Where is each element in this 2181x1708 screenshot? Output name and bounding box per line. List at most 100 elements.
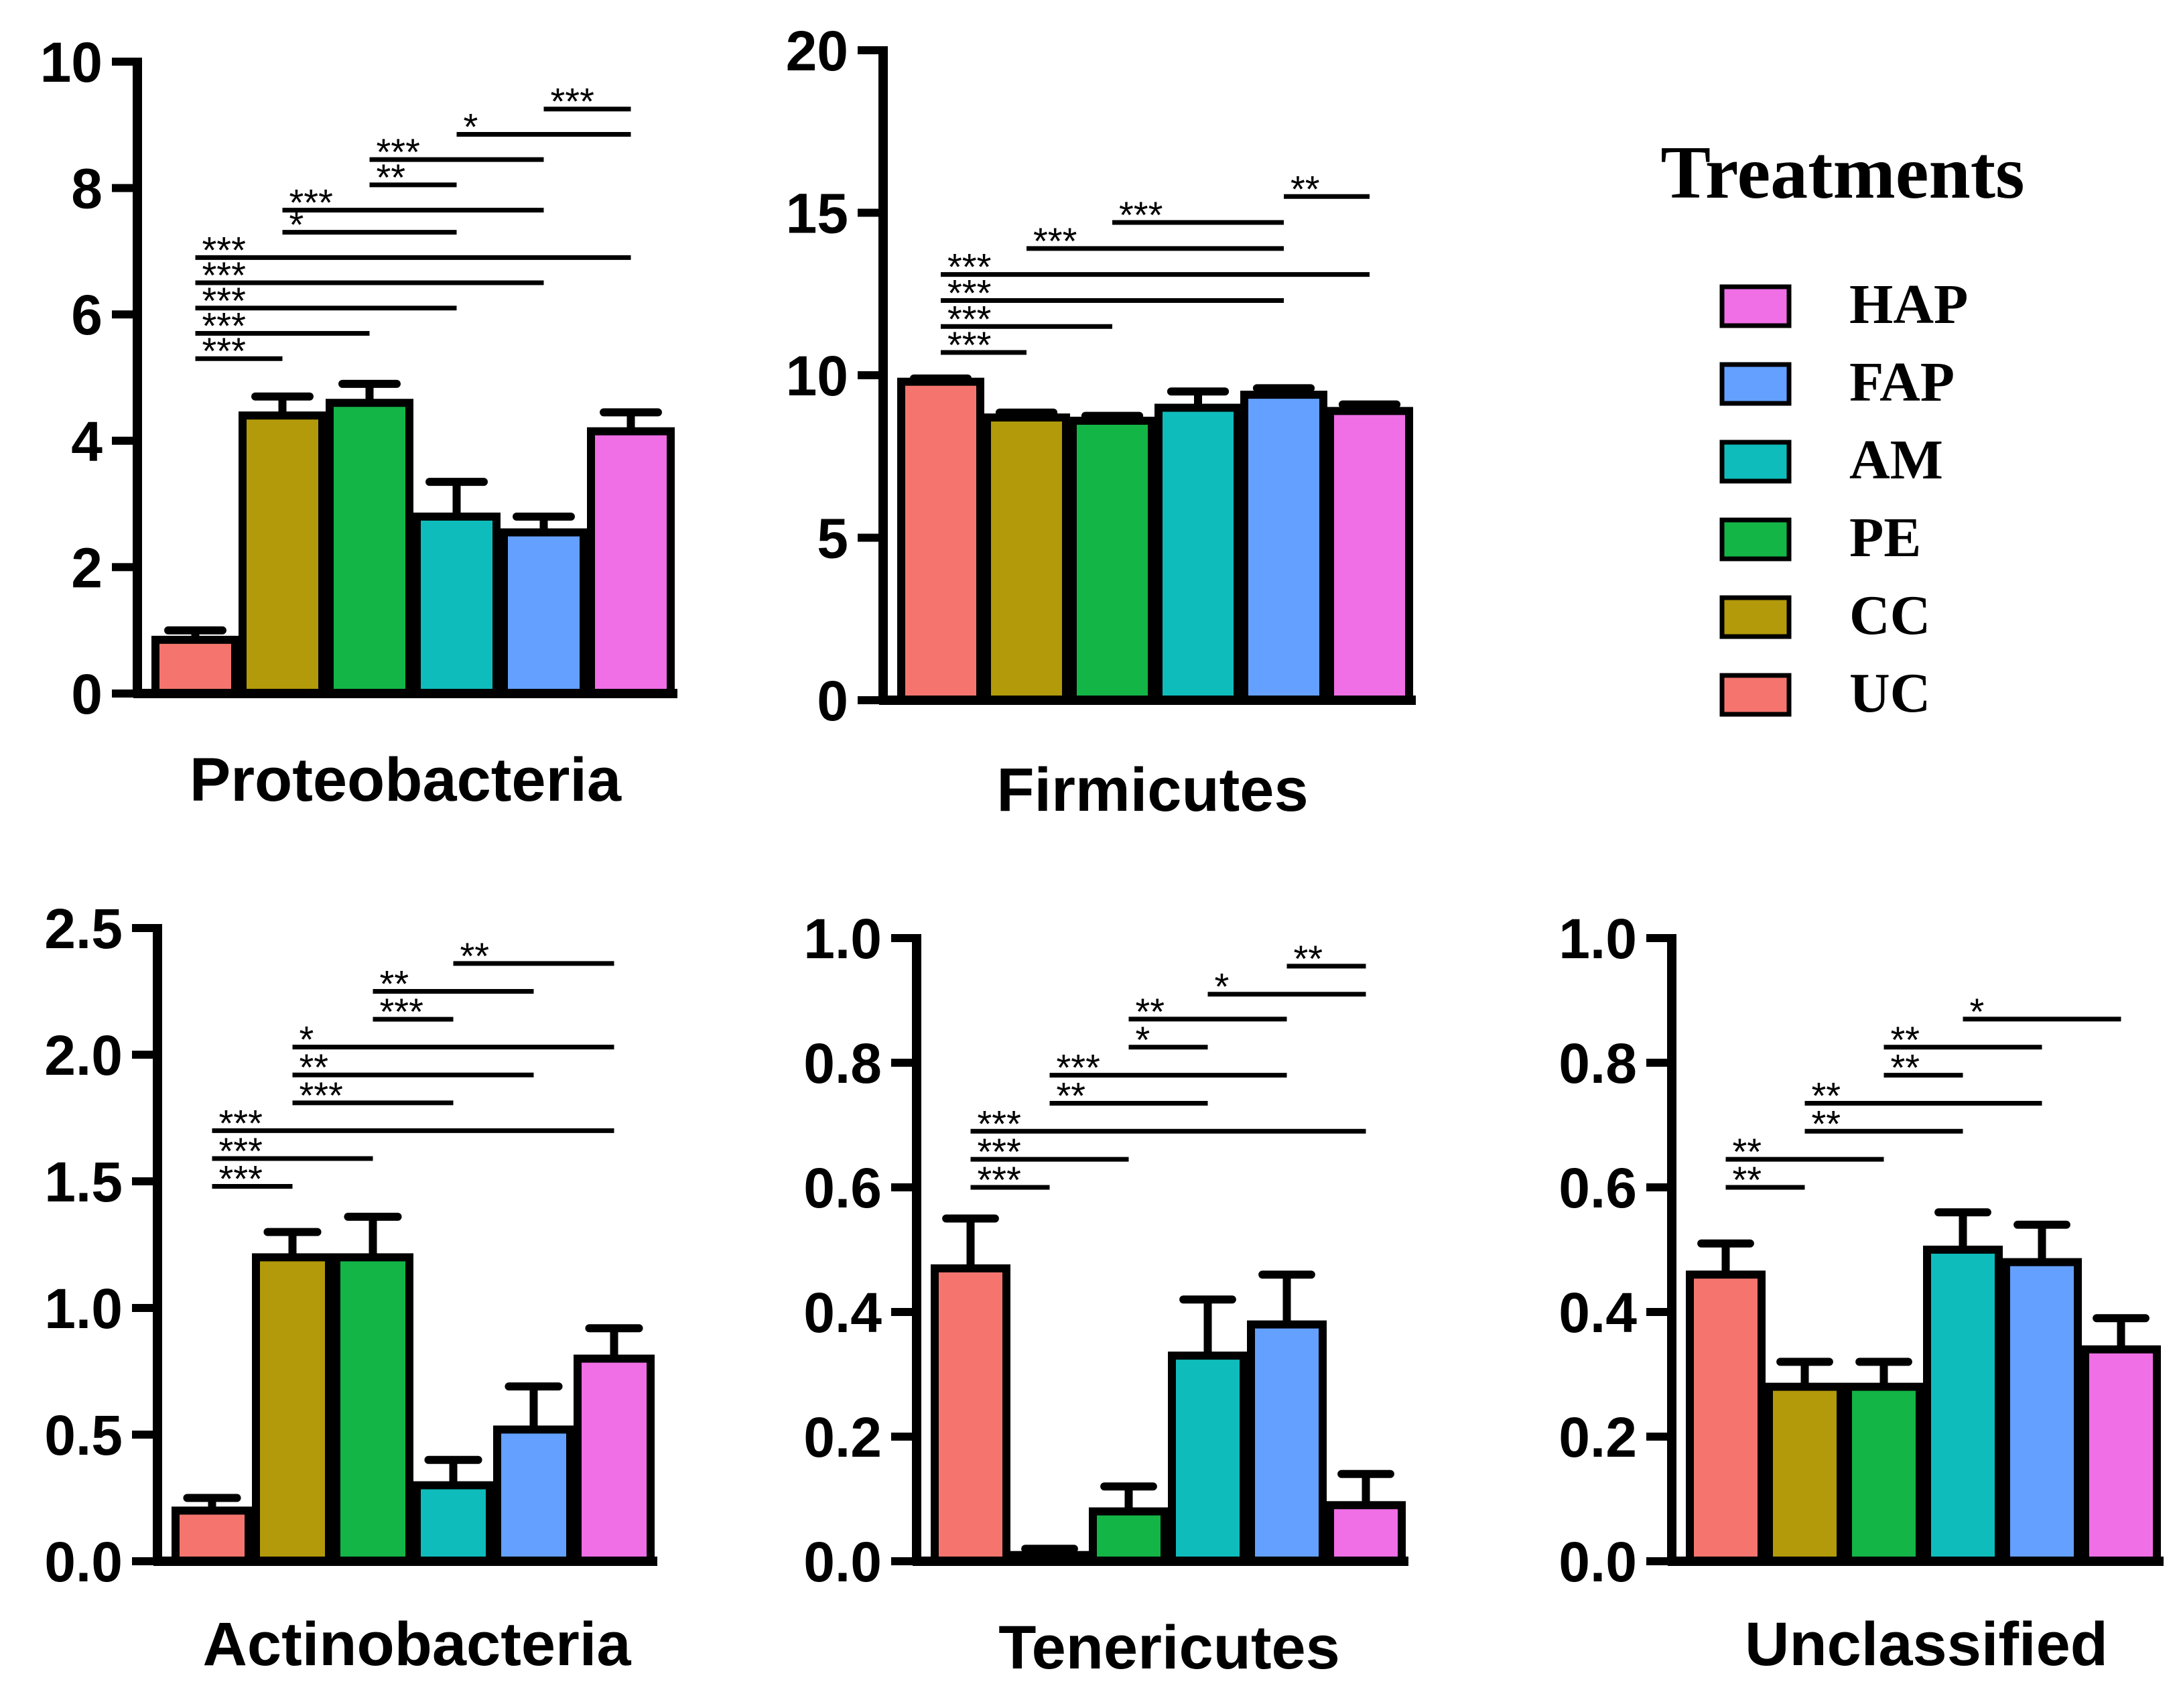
y-tick-label: 10 — [786, 344, 848, 407]
bar-cc — [983, 413, 1070, 704]
bar-uc — [931, 1264, 1010, 1566]
y-tick-label: 2.0 — [44, 1024, 123, 1087]
bar-hap — [574, 1354, 655, 1565]
significance-label: ** — [1891, 1019, 1920, 1061]
panel-title: Unclassified — [1745, 1610, 2108, 1679]
significance-label: ** — [1891, 1047, 1920, 1089]
y-tick-label: 0 — [817, 669, 848, 732]
y-tick-label: 2.5 — [44, 897, 123, 960]
significance-label: *** — [219, 1102, 263, 1144]
y-tick-label: 0.0 — [1559, 1530, 1637, 1593]
bar-pe — [332, 1253, 413, 1566]
bar-uc — [172, 1506, 253, 1565]
significance-label: ** — [300, 1046, 329, 1088]
significance-label: ** — [1291, 168, 1320, 210]
panel-title: Proteobacteria — [190, 746, 622, 814]
bar-hap — [1326, 1501, 1406, 1566]
significance-label: *** — [1033, 220, 1077, 262]
significance-label: * — [1136, 1019, 1150, 1061]
significance-label: *** — [202, 330, 246, 372]
significance-label: *** — [300, 1074, 343, 1116]
bar-am — [413, 1481, 494, 1566]
bar-uc — [151, 635, 239, 698]
bar-pe — [1069, 416, 1156, 705]
y-tick-label: 0.8 — [803, 1032, 882, 1095]
significance-label: *** — [380, 990, 423, 1033]
y-tick-label: 5 — [817, 507, 848, 570]
y-tick-label: 0.6 — [803, 1157, 882, 1220]
bar-pe — [1844, 1382, 1924, 1566]
bar-cc — [1765, 1382, 1845, 1566]
significance-label: * — [300, 1019, 314, 1061]
significance-label: *** — [551, 80, 594, 123]
legend-label: FAP — [1849, 351, 1955, 413]
legend: Treatments HAP FAP AM PE CC UC — [1660, 131, 2024, 724]
bar-fap — [1240, 391, 1327, 704]
significance-label: *** — [1119, 194, 1163, 236]
bar-fap — [2002, 1258, 2082, 1565]
y-tick-label: 4 — [71, 410, 103, 473]
y-tick-label: 1.0 — [1559, 907, 1637, 970]
significance-label: * — [1970, 990, 1985, 1033]
significance-label: * — [1215, 966, 1230, 1008]
y-tick-label: 6 — [71, 283, 103, 346]
y-tick-label: 8 — [71, 157, 103, 220]
chart-panel-actinobacteria: 0.00.51.01.52.02.5**********************… — [44, 897, 657, 1679]
legend-swatch — [1719, 595, 1792, 639]
significance-label: *** — [202, 279, 246, 322]
bar-am — [413, 512, 501, 698]
significance-label: * — [464, 105, 478, 147]
legend-entries: HAP FAP AM PE CC UC — [1719, 273, 1968, 724]
chart-panel-unclassified: 0.00.20.40.60.81.0*************Unclassif… — [1559, 907, 2164, 1679]
bar-cc — [252, 1253, 333, 1566]
bar-hap — [2081, 1345, 2161, 1566]
panel-title: Tenericutes — [998, 1614, 1340, 1682]
y-tick-label: 0.8 — [1559, 1032, 1637, 1095]
chart-panel-proteobacteria: 0246810****************************Prote… — [40, 31, 677, 814]
significance-label: *** — [978, 1159, 1021, 1201]
significance-label: *** — [219, 1158, 263, 1200]
legend-label: CC — [1849, 584, 1930, 647]
legend-entry-pe: PE — [1719, 507, 1921, 569]
significance-label: ** — [380, 963, 409, 1005]
legend-label: HAP — [1849, 273, 1968, 336]
significance-label: ** — [1812, 1074, 1841, 1116]
significance-label: * — [289, 204, 304, 246]
bar-cc — [239, 411, 326, 698]
legend-title: Treatments — [1660, 131, 2024, 214]
panel-title: Actinobacteria — [202, 1610, 631, 1679]
bar-fap — [500, 528, 588, 698]
significance-label: *** — [978, 1130, 1021, 1173]
bar-uc — [1686, 1270, 1766, 1565]
bar-pe — [326, 399, 413, 698]
significance-label: *** — [947, 271, 991, 314]
significance-label: ** — [1136, 990, 1165, 1033]
significance-label: *** — [947, 298, 991, 340]
bar-am — [1154, 403, 1242, 704]
legend-entry-hap: HAP — [1719, 273, 1968, 336]
y-tick-label: 0.2 — [803, 1406, 882, 1469]
significance-label: ** — [460, 935, 490, 977]
significance-label: ** — [1057, 1074, 1086, 1116]
y-tick-label: 1.0 — [44, 1277, 123, 1340]
bar-am — [1923, 1246, 2003, 1565]
y-tick-label: 2 — [71, 536, 103, 599]
y-tick-label: 0.2 — [1559, 1406, 1637, 1469]
legend-entry-uc: UC — [1719, 662, 1930, 724]
bar-fap — [493, 1425, 574, 1565]
bar-uc — [897, 377, 984, 704]
legend-swatch — [1719, 362, 1792, 406]
y-tick-label: 0.6 — [1559, 1157, 1637, 1220]
significance-label: *** — [377, 131, 420, 173]
legend-entry-am: AM — [1719, 429, 1943, 491]
bar-pe — [1089, 1507, 1169, 1566]
y-tick-label: 20 — [786, 19, 848, 82]
legend-entry-fap: FAP — [1719, 351, 1955, 413]
y-tick-label: 0.0 — [44, 1530, 123, 1593]
bar-am — [1168, 1352, 1248, 1565]
y-tick-label: 1.0 — [803, 907, 882, 970]
significance-label: *** — [202, 228, 246, 271]
significance-label: *** — [947, 324, 991, 366]
